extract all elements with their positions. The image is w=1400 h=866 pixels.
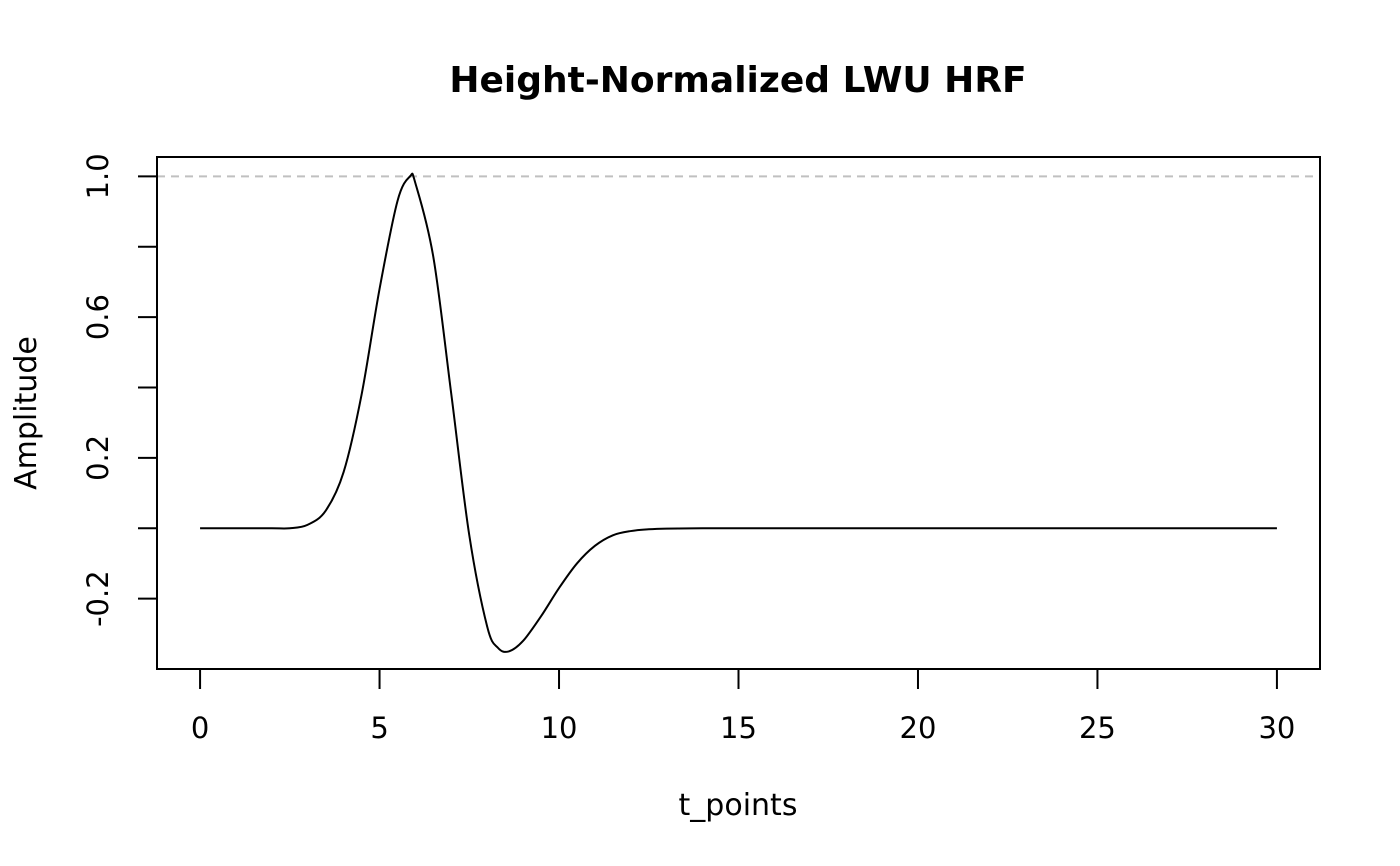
plot-frame — [156, 156, 1321, 670]
x-tick-label: 20 — [900, 711, 937, 745]
y-axis: -0.2 0.2 0.6 1.0 — [81, 153, 157, 627]
y-tick-label: -0.2 — [81, 570, 115, 627]
x-axis: 0 5 10 15 20 25 30 — [191, 668, 1295, 745]
x-tick-label: 5 — [370, 711, 388, 745]
x-tick-label: 25 — [1079, 711, 1116, 745]
series-line-0 — [200, 172, 1277, 653]
y-tick-label: 1.0 — [81, 153, 115, 199]
x-tick-label: 30 — [1258, 711, 1295, 745]
y-tick-label: 0.6 — [81, 294, 115, 340]
chart-title: Height-Normalized LWU HRF — [449, 60, 1026, 101]
x-tick-label: 0 — [191, 711, 209, 745]
plot-area — [157, 172, 1320, 653]
x-tick-label: 15 — [720, 711, 757, 745]
y-axis-label: Amplitude — [9, 336, 44, 490]
y-tick-label: 0.2 — [81, 435, 115, 481]
x-axis-label: t_points — [679, 788, 798, 823]
x-tick-label: 10 — [541, 711, 578, 745]
